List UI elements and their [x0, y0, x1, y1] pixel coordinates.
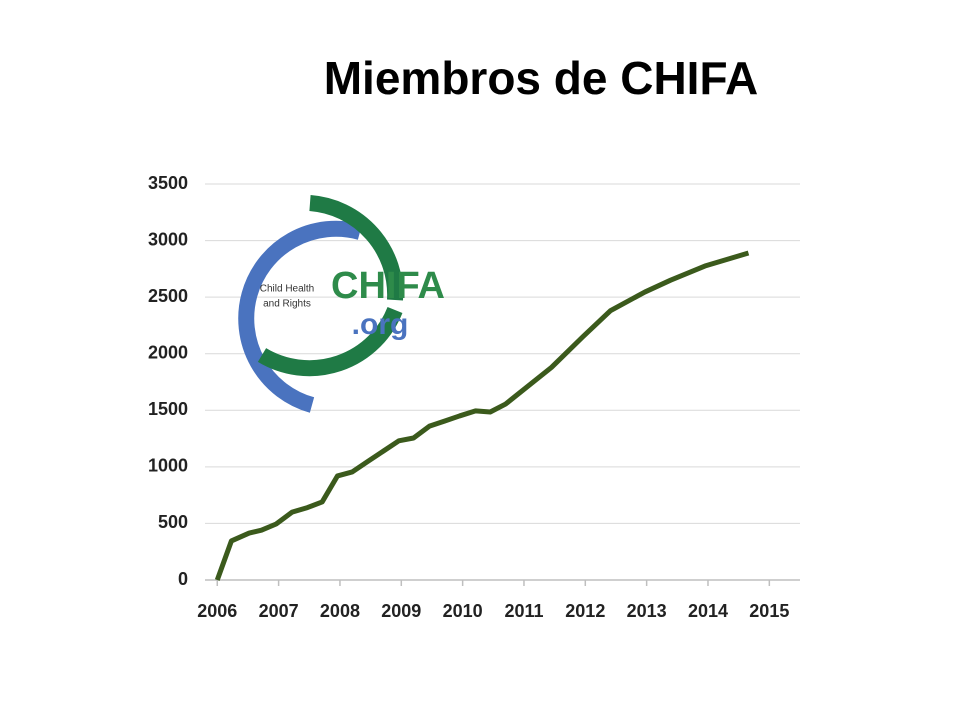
x-tick-label: 2006	[197, 601, 237, 621]
y-tick-label: 3000	[148, 229, 188, 249]
x-tick-label: 2014	[688, 601, 728, 621]
logo: Child Health and Rights CHIFA .org	[238, 195, 445, 413]
y-tick-label: 500	[158, 512, 188, 532]
logo-arc-green	[309, 195, 404, 301]
logo-tagline: and Rights	[263, 299, 311, 310]
y-tick-label: 3500	[148, 173, 188, 193]
y-tick-label: 0	[178, 569, 188, 589]
y-tick-label: 1500	[148, 399, 188, 419]
chart-title: Miembros de CHIFA	[324, 52, 759, 104]
x-tick-label: 2008	[320, 601, 360, 621]
y-tick-label: 1000	[148, 456, 188, 476]
line	[214, 250, 750, 581]
y-tick-label: 2000	[148, 342, 188, 362]
x-tick-label: 2011	[504, 601, 543, 621]
x-tick-label: 2013	[627, 601, 667, 621]
x-tick-label: 2015	[749, 601, 789, 621]
y-tick-label: 2500	[148, 286, 188, 306]
logo-arc-green	[257, 306, 403, 377]
logo-name: CHIFA	[331, 265, 445, 307]
logo-tagline: Child Health	[260, 284, 314, 295]
logo-domain: .org	[352, 308, 409, 341]
x-tick-label: 2012	[565, 601, 605, 621]
x-tick-label: 2007	[259, 601, 299, 621]
logo-arc-blue	[238, 220, 363, 413]
x-tick-label: 2010	[443, 601, 483, 621]
x-tick-label: 2009	[381, 601, 421, 621]
